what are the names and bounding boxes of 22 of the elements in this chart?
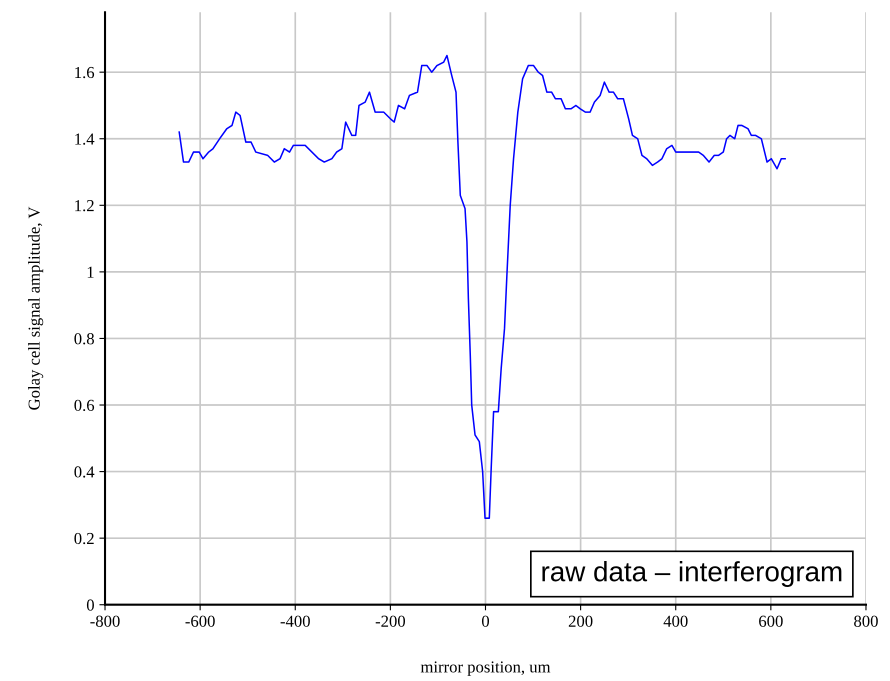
x-tick-label: 800 — [854, 616, 878, 627]
x-axis-title: mirror position, um — [420, 661, 550, 676]
y-tick-label: 0.8 — [74, 333, 94, 344]
x-tick-label: 0 — [482, 616, 490, 627]
y-tick-label: 1.2 — [75, 200, 94, 212]
x-tick-label: 200 — [568, 616, 592, 627]
y-tick-label: 0.2 — [74, 532, 94, 544]
x-tick-label: -400 — [280, 616, 310, 627]
y-tick-label: 0.6 — [74, 400, 94, 412]
y-tick-label: 1.4 — [75, 134, 94, 145]
y-tick-label: 0 — [86, 599, 94, 611]
x-tick-label: 400 — [664, 616, 688, 627]
y-tick-label: 1.6 — [75, 66, 94, 78]
line-series — [178, 54, 786, 519]
x-tick-label: 600 — [759, 616, 783, 627]
x-tick-label: -800 — [90, 616, 120, 627]
annotation: raw data – interferogram — [542, 561, 842, 587]
x-tick-label: -200 — [376, 616, 406, 627]
x-tick-label: -600 — [185, 616, 215, 627]
y-axis-title: Golay cell signal amplitude, V — [28, 206, 44, 410]
y-tick-label: 1 — [88, 266, 94, 278]
y-tick-label: 0.4 — [74, 466, 94, 478]
